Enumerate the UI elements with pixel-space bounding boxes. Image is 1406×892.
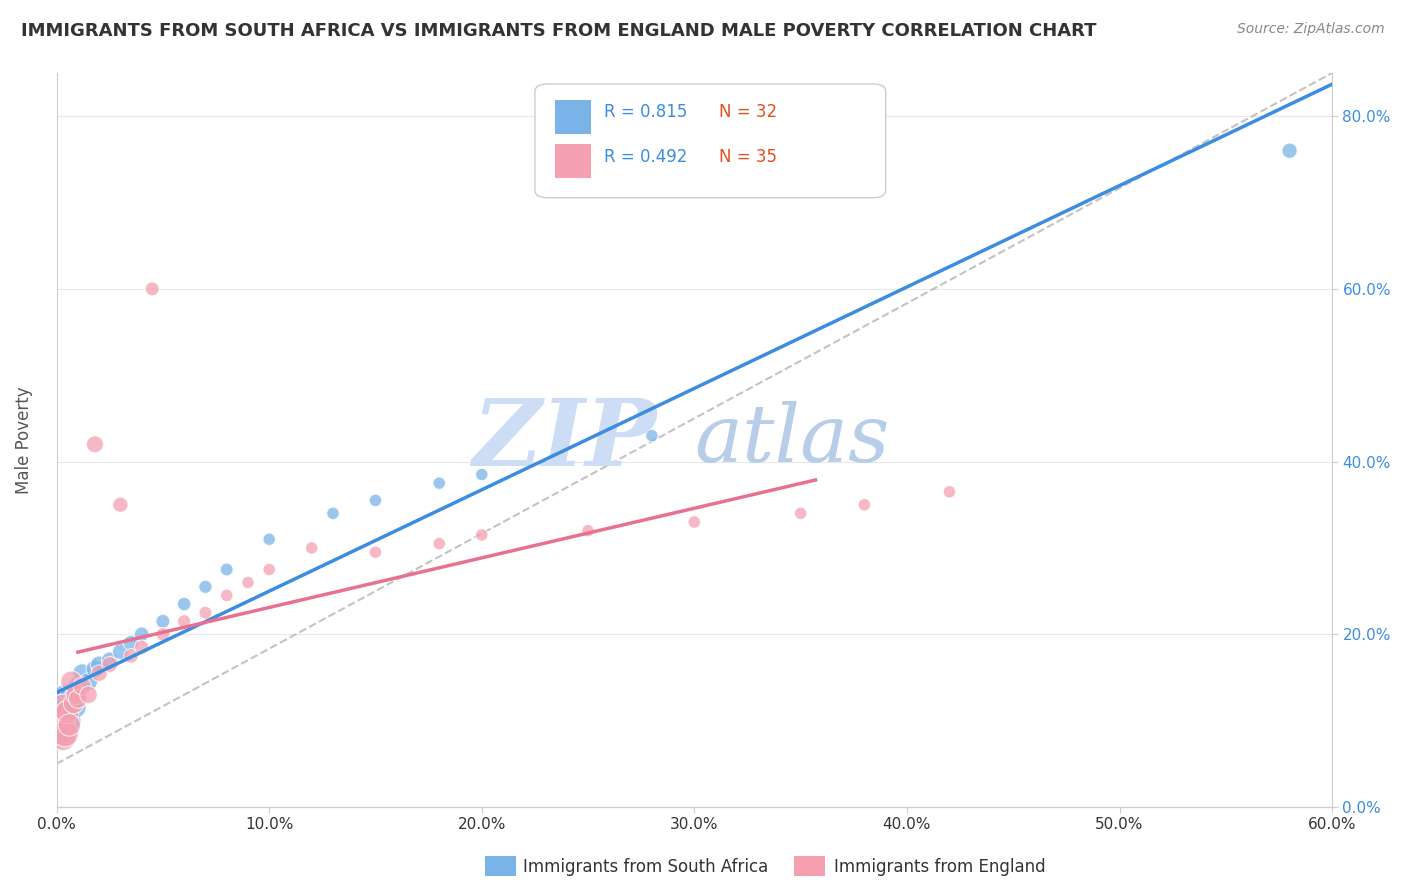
Point	[49, 718, 72, 732]
Point	[58, 714, 80, 728]
Point	[427, 536, 450, 550]
Point	[52, 697, 75, 711]
Point	[427, 476, 450, 491]
Text: N = 35: N = 35	[718, 148, 776, 167]
Point	[120, 636, 142, 650]
FancyBboxPatch shape	[534, 84, 886, 198]
Point	[49, 723, 72, 737]
Point	[83, 437, 105, 451]
Point	[194, 580, 217, 594]
Point	[194, 606, 217, 620]
Point	[257, 562, 280, 576]
Point	[66, 679, 89, 693]
Point	[301, 541, 323, 555]
Point	[60, 674, 83, 689]
Point	[131, 640, 153, 655]
Point	[131, 627, 153, 641]
Point	[77, 688, 100, 702]
Point	[215, 562, 238, 576]
Point	[257, 533, 280, 547]
Point	[56, 705, 79, 719]
Point	[62, 697, 84, 711]
Point	[173, 615, 195, 629]
Text: N = 32: N = 32	[718, 103, 776, 121]
FancyBboxPatch shape	[555, 145, 591, 178]
Point	[789, 507, 811, 521]
Point	[173, 597, 195, 611]
Text: Immigrants from South Africa: Immigrants from South Africa	[523, 858, 768, 876]
Point	[120, 648, 142, 663]
Point	[53, 723, 76, 737]
Text: R = 0.815: R = 0.815	[603, 103, 688, 121]
Point	[471, 467, 494, 482]
Point	[56, 705, 79, 719]
Point	[683, 515, 706, 529]
Point	[56, 700, 79, 714]
Point	[364, 493, 387, 508]
Point	[60, 688, 83, 702]
Point	[53, 726, 76, 740]
Point	[48, 709, 70, 723]
Point	[576, 524, 599, 538]
Point	[62, 692, 84, 706]
Point	[152, 615, 174, 629]
Point	[1278, 144, 1301, 158]
Point	[853, 498, 876, 512]
Point	[110, 498, 132, 512]
Point	[53, 692, 76, 706]
Point	[65, 700, 87, 714]
Point	[98, 653, 121, 667]
Text: ZIP: ZIP	[472, 395, 657, 485]
Point	[52, 700, 75, 714]
Point	[77, 674, 100, 689]
Text: R = 0.492: R = 0.492	[603, 148, 688, 167]
Point	[65, 688, 87, 702]
Point	[66, 692, 89, 706]
Point	[83, 662, 105, 676]
Point	[236, 575, 259, 590]
Text: atlas: atlas	[695, 401, 890, 479]
Point	[52, 731, 75, 745]
Point	[152, 627, 174, 641]
Text: Source: ZipAtlas.com: Source: ZipAtlas.com	[1237, 22, 1385, 37]
Point	[641, 428, 664, 442]
Point	[52, 726, 75, 740]
Point	[98, 657, 121, 672]
Point	[110, 644, 132, 658]
Point	[70, 666, 93, 681]
Point	[322, 507, 344, 521]
Point	[48, 714, 70, 728]
Point	[364, 545, 387, 559]
Point	[89, 657, 111, 672]
Point	[58, 718, 80, 732]
Point	[141, 282, 163, 296]
Point	[938, 484, 960, 499]
Point	[215, 589, 238, 603]
Point	[89, 666, 111, 681]
FancyBboxPatch shape	[555, 100, 591, 134]
Text: Immigrants from England: Immigrants from England	[834, 858, 1046, 876]
Text: IMMIGRANTS FROM SOUTH AFRICA VS IMMIGRANTS FROM ENGLAND MALE POVERTY CORRELATION: IMMIGRANTS FROM SOUTH AFRICA VS IMMIGRAN…	[21, 22, 1097, 40]
Point	[70, 679, 93, 693]
Point	[471, 528, 494, 542]
Y-axis label: Male Poverty: Male Poverty	[15, 386, 32, 494]
